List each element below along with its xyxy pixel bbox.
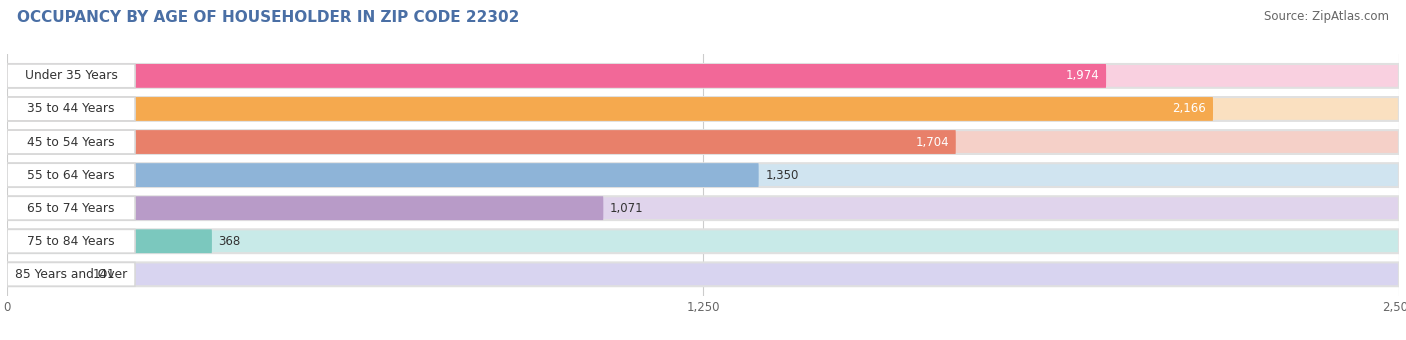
Text: 55 to 64 Years: 55 to 64 Years: [27, 169, 115, 182]
FancyBboxPatch shape: [7, 196, 603, 220]
Text: 368: 368: [218, 235, 240, 248]
Text: OCCUPANCY BY AGE OF HOUSEHOLDER IN ZIP CODE 22302: OCCUPANCY BY AGE OF HOUSEHOLDER IN ZIP C…: [17, 10, 519, 25]
Text: 45 to 54 Years: 45 to 54 Years: [27, 136, 115, 149]
FancyBboxPatch shape: [7, 130, 1399, 154]
Text: 65 to 74 Years: 65 to 74 Years: [27, 202, 115, 215]
Text: 85 Years and Over: 85 Years and Over: [15, 268, 127, 281]
FancyBboxPatch shape: [7, 230, 1399, 253]
FancyBboxPatch shape: [7, 262, 135, 286]
Text: 1,974: 1,974: [1066, 69, 1099, 82]
FancyBboxPatch shape: [7, 97, 135, 121]
Text: 1,704: 1,704: [915, 136, 949, 149]
Text: Under 35 Years: Under 35 Years: [25, 69, 118, 82]
FancyBboxPatch shape: [7, 130, 956, 154]
FancyBboxPatch shape: [7, 97, 1213, 121]
Text: 2,166: 2,166: [1173, 102, 1206, 116]
Text: 1,071: 1,071: [610, 202, 644, 215]
FancyBboxPatch shape: [7, 64, 135, 88]
FancyBboxPatch shape: [7, 230, 212, 253]
FancyBboxPatch shape: [7, 163, 1399, 187]
FancyBboxPatch shape: [7, 163, 135, 187]
FancyBboxPatch shape: [7, 196, 1399, 220]
FancyBboxPatch shape: [7, 130, 135, 154]
Text: Source: ZipAtlas.com: Source: ZipAtlas.com: [1264, 10, 1389, 23]
FancyBboxPatch shape: [7, 262, 86, 286]
FancyBboxPatch shape: [7, 262, 1399, 286]
Text: 35 to 44 Years: 35 to 44 Years: [27, 102, 115, 116]
Text: 141: 141: [93, 268, 115, 281]
FancyBboxPatch shape: [7, 64, 1399, 88]
FancyBboxPatch shape: [7, 230, 135, 253]
FancyBboxPatch shape: [7, 64, 1107, 88]
FancyBboxPatch shape: [7, 163, 759, 187]
Text: 1,350: 1,350: [765, 169, 799, 182]
FancyBboxPatch shape: [7, 97, 1399, 121]
FancyBboxPatch shape: [7, 196, 135, 220]
Text: 75 to 84 Years: 75 to 84 Years: [27, 235, 115, 248]
